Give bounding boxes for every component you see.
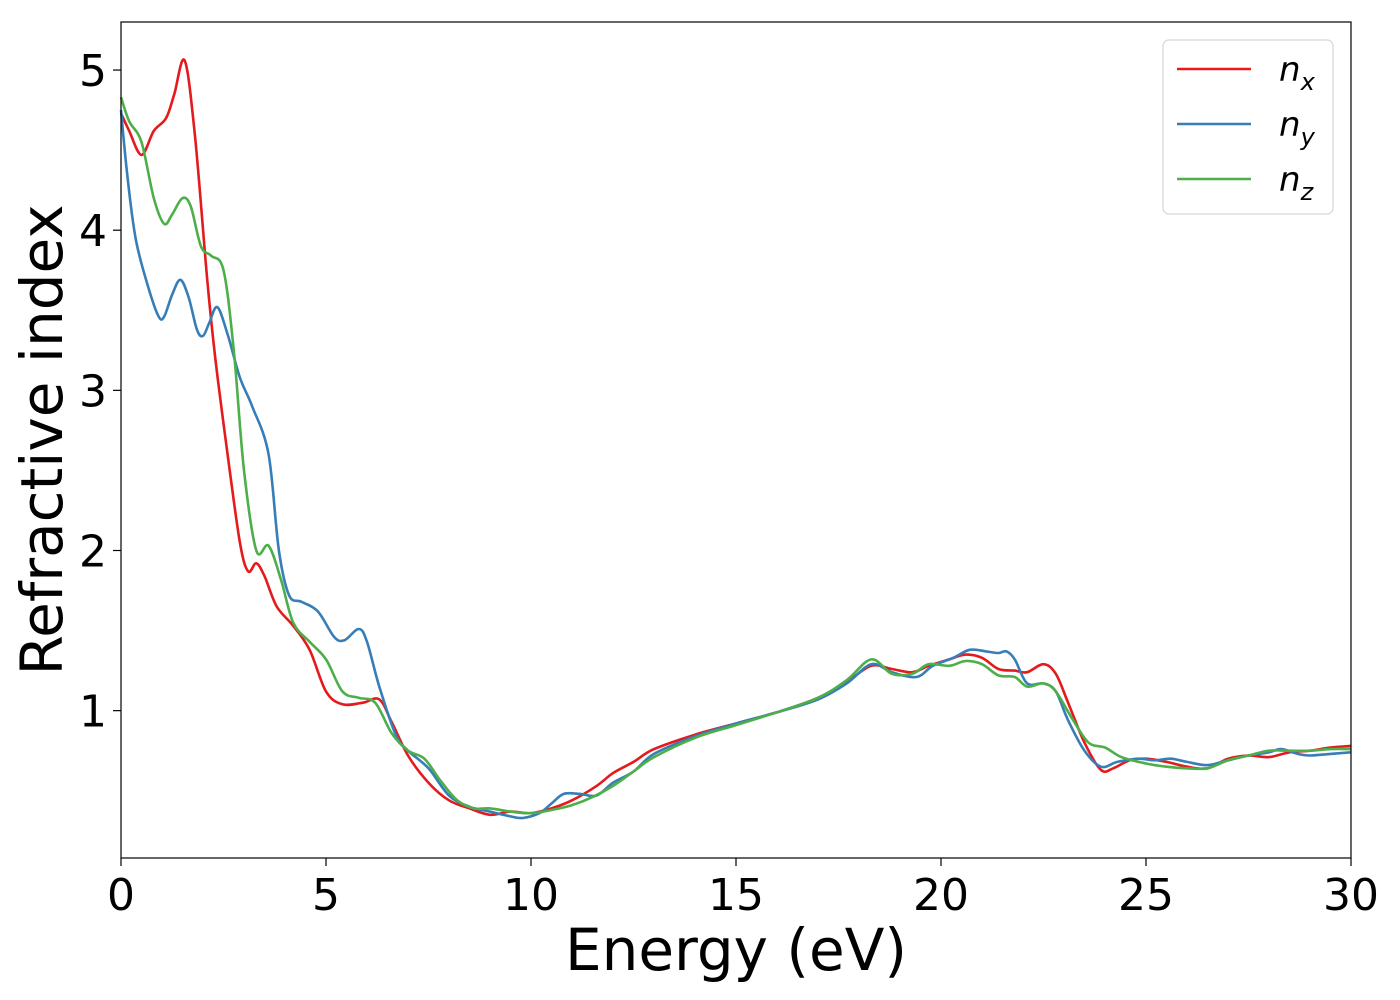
y-tick-label: 5 [79, 46, 107, 97]
y-axis-ticks: 1 2 3 4 5 [79, 46, 121, 738]
legend-label-ny: ny [1279, 105, 1316, 151]
plot-frame [120, 21, 1352, 859]
y-axis-label: Refractive index [8, 204, 76, 675]
x-tick-label: 5 [312, 870, 340, 921]
legend-label-nz: nz [1279, 160, 1315, 206]
plot-area [121, 22, 1351, 858]
y-tick-label: 3 [79, 366, 107, 417]
x-axis-ticks: 0 5 10 15 20 25 30 [107, 858, 1379, 921]
x-tick-label: 30 [1323, 870, 1379, 921]
x-tick-label: 25 [1118, 870, 1174, 921]
y-tick-label: 4 [79, 206, 107, 257]
series-layer [119, 58, 1352, 820]
series-line-nx [119, 58, 1352, 817]
series-line-nz [119, 96, 1352, 815]
y-tick-label: 1 [79, 687, 107, 738]
x-tick-label: 0 [107, 870, 135, 921]
legend: nx ny nz [1162, 39, 1334, 215]
x-tick-label: 20 [913, 870, 969, 921]
x-axis-label: Energy (eV) [565, 916, 907, 984]
y-tick-label: 2 [79, 527, 107, 578]
legend-box [1162, 39, 1334, 215]
legend-label-nx: nx [1279, 50, 1316, 96]
x-tick-label: 15 [708, 870, 764, 921]
x-tick-label: 10 [503, 870, 559, 921]
